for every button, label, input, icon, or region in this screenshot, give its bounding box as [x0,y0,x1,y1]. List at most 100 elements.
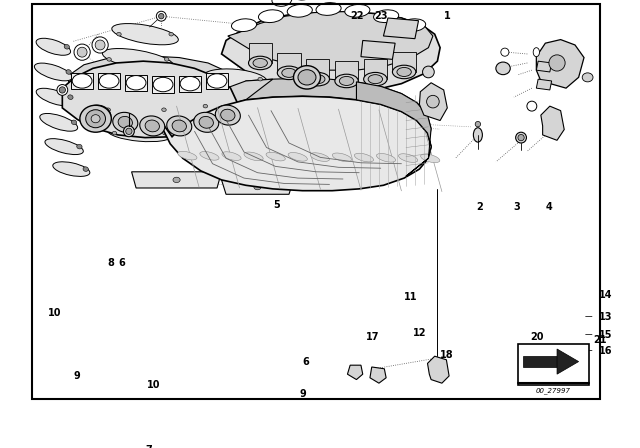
Ellipse shape [178,151,197,160]
Ellipse shape [77,144,82,149]
Polygon shape [179,76,201,92]
Ellipse shape [40,113,77,131]
Ellipse shape [259,10,284,22]
Ellipse shape [64,44,70,49]
Ellipse shape [427,95,439,108]
Ellipse shape [91,109,106,121]
Ellipse shape [80,105,111,132]
Ellipse shape [518,134,524,141]
Text: 10: 10 [147,380,161,390]
Ellipse shape [145,120,159,132]
Ellipse shape [253,59,268,68]
Polygon shape [536,79,552,90]
Polygon shape [62,61,237,138]
Ellipse shape [99,74,170,95]
Ellipse shape [339,77,354,86]
Text: 16: 16 [599,346,613,356]
Polygon shape [335,61,358,81]
Ellipse shape [194,112,219,132]
Ellipse shape [316,3,341,15]
Text: 3: 3 [514,202,520,212]
Polygon shape [161,79,273,137]
Polygon shape [206,73,228,89]
Polygon shape [99,73,120,89]
Polygon shape [370,367,386,383]
Ellipse shape [162,108,166,112]
Text: 21: 21 [593,335,607,345]
Ellipse shape [36,38,70,55]
Ellipse shape [102,48,173,70]
Text: 7: 7 [145,445,152,448]
Ellipse shape [164,57,169,61]
Bar [518,345,589,385]
Text: —: — [584,312,592,321]
Ellipse shape [254,185,261,190]
Ellipse shape [124,126,134,137]
Ellipse shape [126,76,146,90]
Text: 18: 18 [440,350,454,360]
Text: 14: 14 [599,290,613,300]
Text: —: — [584,346,592,355]
Polygon shape [277,53,301,73]
Text: 9: 9 [73,371,80,381]
Text: 22: 22 [350,11,364,21]
Ellipse shape [72,74,92,88]
Ellipse shape [345,4,370,17]
Ellipse shape [86,105,111,125]
Ellipse shape [66,69,71,74]
Ellipse shape [392,65,416,79]
Ellipse shape [203,69,268,90]
Polygon shape [306,60,330,79]
Ellipse shape [355,153,374,162]
Ellipse shape [533,47,540,56]
Ellipse shape [92,37,108,53]
Ellipse shape [221,109,235,121]
Ellipse shape [247,129,252,133]
Ellipse shape [422,66,435,78]
Ellipse shape [106,108,111,112]
Ellipse shape [199,116,213,128]
Ellipse shape [222,152,241,160]
Ellipse shape [475,121,481,127]
Text: 5: 5 [273,200,280,210]
Ellipse shape [368,75,383,84]
Text: 17: 17 [365,332,379,342]
Text: 19: 19 [530,348,543,358]
Text: 6: 6 [303,357,309,366]
Ellipse shape [253,104,258,108]
Ellipse shape [198,96,263,116]
Ellipse shape [153,78,173,92]
Ellipse shape [77,47,87,57]
Ellipse shape [59,87,65,93]
Ellipse shape [125,128,132,134]
Ellipse shape [207,78,212,81]
Ellipse shape [298,70,316,85]
Ellipse shape [200,153,205,156]
Ellipse shape [172,120,186,132]
Ellipse shape [91,115,100,123]
Ellipse shape [195,146,253,164]
Text: 6: 6 [118,258,125,267]
Polygon shape [419,83,447,121]
Ellipse shape [215,105,241,125]
Ellipse shape [306,73,330,86]
Ellipse shape [180,77,200,91]
Ellipse shape [112,24,179,45]
Ellipse shape [113,112,138,132]
Ellipse shape [35,63,72,81]
Ellipse shape [68,95,73,99]
Ellipse shape [272,0,292,6]
Ellipse shape [397,68,412,77]
Ellipse shape [86,110,106,128]
Ellipse shape [582,73,593,82]
Ellipse shape [203,104,207,108]
Text: 15: 15 [599,330,613,340]
Ellipse shape [266,152,285,161]
Ellipse shape [401,19,426,31]
Ellipse shape [496,62,510,75]
Polygon shape [221,12,440,92]
Ellipse shape [161,83,165,86]
Text: 9: 9 [300,389,307,399]
Text: —: — [584,330,592,339]
Ellipse shape [200,151,219,160]
